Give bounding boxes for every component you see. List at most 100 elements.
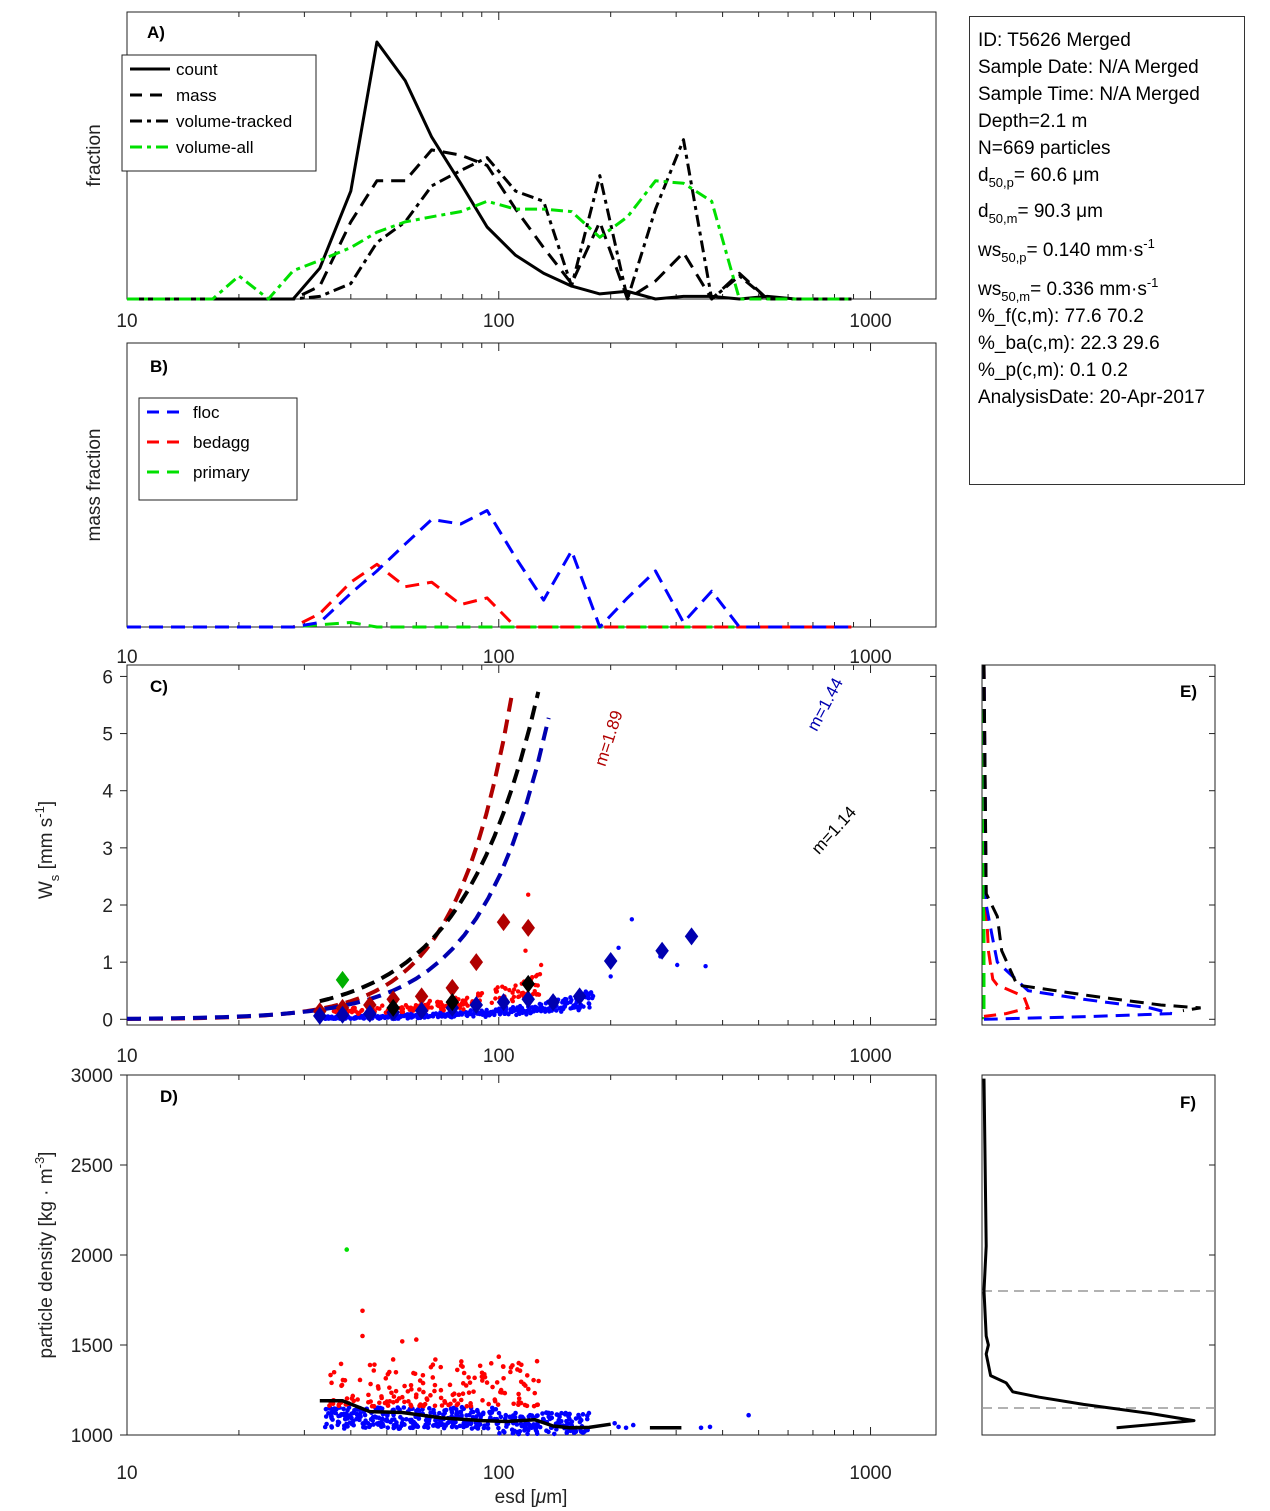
floc-point [566,1414,571,1419]
bedagg-point [535,1402,541,1408]
floc-point [397,1426,403,1431]
floc-point [547,1416,553,1422]
floc-point [405,1016,410,1021]
bedagg-point [494,1380,500,1385]
bedagg-point [413,1337,419,1342]
bedagg-point [402,1399,407,1405]
bedagg-point [530,974,535,980]
floc-point [336,1413,341,1419]
fit-label-floc: m=1.44 [803,675,847,734]
floc-point [460,1010,465,1016]
ws50m-sup: -1 [1146,275,1159,290]
sample-info-box: ID: T5626 Merged Sample Date: N/A Merged… [969,16,1245,485]
bedagg-point [390,1357,396,1362]
y-tick-label: 1 [102,953,113,974]
floc-point [441,1412,446,1418]
floc-point [390,1417,395,1423]
d50p-value: = 60.6 μm [1013,165,1100,186]
bedagg-point [458,1397,464,1403]
floc-point [410,1013,416,1018]
bedagg-point [430,1375,436,1380]
floc-point [434,1423,440,1429]
bedagg-point [493,996,498,1001]
bedagg-point [467,1380,473,1385]
x-tick-label: 1000 [849,1463,891,1484]
x-tick-label: 1000 [849,647,891,668]
bedagg-point [468,1401,473,1406]
floc-point [370,1418,376,1423]
floc-median-diamond [546,993,560,1012]
scatter-point [608,974,613,979]
bedagg-point [368,1381,373,1387]
y-axis-label-part: s [47,874,62,881]
floc-point [497,1012,503,1017]
bedagg-point [472,1375,477,1381]
floc-point [580,1412,586,1417]
floc-point [459,1412,464,1418]
bedagg-median-diamond [414,987,429,1006]
bedagg-point [492,1397,498,1402]
floc-point [560,1006,566,1012]
bedagg-point [355,1397,360,1402]
fit-curve-bedagg-fit [126,694,514,1021]
y-tick-label: 2500 [71,1156,113,1177]
y-axis-label: mass fraction [84,429,105,542]
bedagg-point [488,1361,494,1366]
scatter-point [616,945,621,951]
panel-b: 10 100 1000 mass fraction B) floc bedagg primar… [84,342,937,668]
floc-point [461,1421,466,1426]
floc-point [407,1425,413,1431]
legend-label-volume-tracked: volume-tracked [176,112,292,131]
floc-point [501,1428,506,1434]
floc-median-diamond [414,1001,429,1020]
floc-point [361,1421,366,1426]
all-median-diamond [445,993,460,1012]
floc-median-diamond [496,993,511,1012]
floc-median-diamond [335,1005,350,1024]
d50m-value: = 90.3 μm [1017,201,1103,222]
floc-point [519,1423,525,1429]
floc-point [586,1001,591,1006]
floc-point [326,1411,331,1416]
panel-a: 10 100 1000 fraction A) count mass volume-track… [84,11,937,332]
floc-point [493,1406,499,1412]
bedagg-point [406,1399,411,1404]
y-axis-label: particle density [kg · m-3] [32,1152,57,1359]
bedagg-median-diamond [445,978,460,997]
bedagg-point [489,1000,495,1005]
floc-point [553,1008,559,1013]
bedagg-point [393,1388,399,1394]
bedagg-point [439,1403,445,1408]
floc-point [398,1414,403,1420]
bedagg-point [511,994,517,999]
y-axis-label-part: -1 [32,806,47,818]
bedagg-point [420,1372,426,1378]
bedagg-median-diamond [496,913,511,932]
floc-point [443,1014,448,1019]
scatter-point [703,963,708,969]
primary-median-diamond [335,970,350,989]
info-percent-floc: %_f(c,m): 77.6 70.2 [978,306,1144,327]
floc-point [379,1424,384,1430]
floc-point [382,1015,388,1021]
y-tick-label: 1000 [71,1426,113,1447]
panel-label: D) [160,1087,178,1106]
bedagg-median-diamond [469,953,484,972]
bedagg-point [408,1382,414,1388]
panel-label: A) [147,23,165,42]
bedagg-point [403,1003,409,1008]
floc-median-diamond [572,987,587,1006]
bedagg-point [360,1333,365,1339]
scatter-point [675,962,680,968]
bedagg-point [442,1400,448,1405]
floc-point [707,1424,713,1430]
floc-point [395,1405,401,1410]
x-axis-label-part: esd [ [495,1487,537,1508]
floc-point [448,1406,454,1411]
bedagg-point [433,1357,438,1362]
bedagg-point [329,1380,334,1386]
x-axis-label-part: m] [546,1487,567,1508]
bedagg-point [331,1369,337,1375]
bedagg-point [405,1389,411,1394]
y-tick-label: 5 [102,725,113,746]
